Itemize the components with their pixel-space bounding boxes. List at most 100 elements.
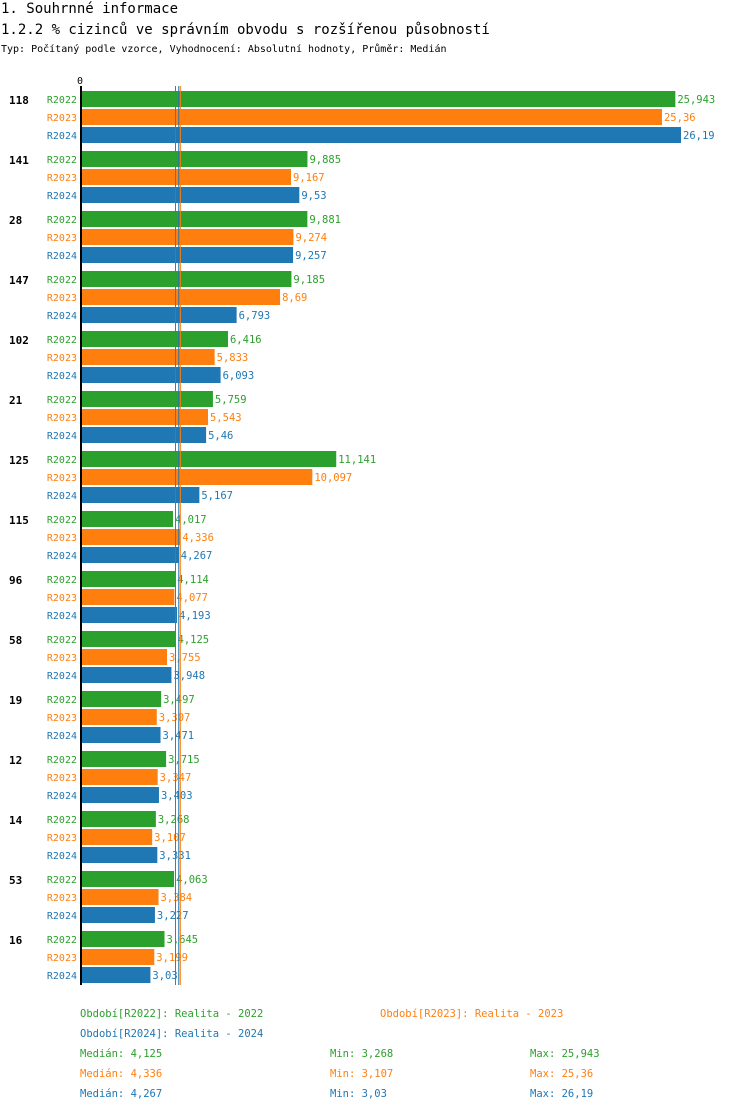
series-label: R2024 [47, 431, 77, 442]
series-label: R2024 [47, 731, 77, 742]
bar-chart: 0 118 R2022 25,943 R2023 25,36 R2024 26,19 141 R2… [9, 76, 715, 985]
bar [81, 511, 174, 527]
series-label: R2022 [47, 875, 77, 886]
series-label: R2023 [47, 353, 77, 364]
bar [81, 187, 300, 203]
series-label: R2024 [47, 311, 77, 322]
data-label: 3,268 [158, 814, 190, 826]
data-label: 9,167 [293, 172, 325, 184]
bar [81, 829, 153, 845]
data-label: 3,384 [161, 892, 193, 904]
bar [81, 151, 308, 167]
chart-title: 1.2.2 % cizinců ve správním obvodu s roz… [1, 22, 490, 38]
series-label: R2023 [47, 293, 77, 304]
category-label: 102 [9, 334, 29, 347]
series-label: R2023 [47, 953, 77, 964]
bar [81, 871, 175, 887]
series-label: R2022 [47, 215, 77, 226]
stat-median-r2022: Medián: 4,125 [80, 1048, 163, 1060]
category-label: 118 [9, 94, 29, 107]
category-label: 96 [9, 574, 23, 587]
bar [81, 451, 337, 467]
stat-max-r2023: Max: 25,36 [530, 1068, 594, 1080]
bar [81, 907, 155, 923]
bar [81, 589, 175, 605]
bar [81, 769, 158, 785]
bar [81, 691, 162, 707]
legend-r2024: Období[R2024]: Realita - 2024 [80, 1028, 264, 1040]
data-label: 5,167 [201, 490, 233, 502]
bar [81, 367, 221, 383]
data-label: 3,199 [156, 952, 188, 964]
series-label: R2022 [47, 455, 77, 466]
series-label: R2023 [47, 533, 77, 544]
series-label: R2024 [47, 491, 77, 502]
data-label: 3,03 [152, 970, 177, 982]
bar [81, 529, 181, 545]
data-label: 9,881 [309, 214, 341, 226]
series-label: R2022 [47, 395, 77, 406]
data-label: 5,759 [215, 394, 247, 406]
bar [81, 787, 159, 803]
bar [81, 247, 294, 263]
series-label: R2023 [47, 833, 77, 844]
data-label: 25,943 [677, 94, 715, 106]
data-label: 11,141 [338, 454, 376, 466]
series-label: R2024 [47, 551, 77, 562]
bar [81, 889, 159, 905]
series-label: R2022 [47, 155, 77, 166]
page-title: 1. Souhrnné informace [1, 1, 179, 17]
bar [81, 211, 308, 227]
data-label: 4,017 [175, 514, 207, 526]
bar [81, 487, 200, 503]
data-label: 3,948 [173, 670, 205, 682]
data-label: 4,114 [177, 574, 209, 586]
bar [81, 751, 167, 767]
series-label: R2024 [47, 851, 77, 862]
data-label: 3,645 [167, 934, 199, 946]
series-label: R2024 [47, 971, 77, 982]
series-label: R2022 [47, 815, 77, 826]
series-label: R2022 [47, 275, 77, 286]
data-label: 3,755 [169, 652, 201, 664]
data-label: 3,715 [168, 754, 200, 766]
data-label: 5,46 [208, 430, 233, 442]
series-label: R2023 [47, 653, 77, 664]
data-label: 4,267 [181, 550, 213, 562]
bar [81, 931, 165, 947]
data-label: 8,69 [282, 292, 307, 304]
series-label: R2022 [47, 515, 77, 526]
series-label: R2023 [47, 413, 77, 424]
series-label: R2023 [47, 713, 77, 724]
series-label: R2022 [47, 635, 77, 646]
bar [81, 607, 178, 623]
data-label: 6,093 [223, 370, 255, 382]
series-label: R2022 [47, 935, 77, 946]
series-label: R2023 [47, 893, 77, 904]
data-label: 26,19 [683, 130, 715, 142]
category-label: 125 [9, 454, 29, 467]
bar [81, 349, 215, 365]
stat-min-r2022: Min: 3,268 [330, 1048, 394, 1060]
category-label: 53 [9, 874, 22, 887]
bar [81, 667, 172, 683]
data-label: 5,833 [217, 352, 249, 364]
data-label: 9,53 [301, 190, 326, 202]
bar [81, 709, 157, 725]
category-label: 147 [9, 274, 29, 287]
bar [81, 109, 662, 125]
category-label: 28 [9, 214, 22, 227]
series-label: R2023 [47, 773, 77, 784]
series-label: R2022 [47, 755, 77, 766]
series-label: R2023 [47, 473, 77, 484]
data-label: 4,125 [178, 634, 210, 646]
stat-median-r2023: Medián: 4,336 [80, 1068, 163, 1080]
series-label: R2024 [47, 251, 77, 262]
data-label: 3,227 [157, 910, 189, 922]
stat-min-r2023: Min: 3,107 [330, 1068, 394, 1080]
data-label: 9,185 [293, 274, 325, 286]
series-label: R2024 [47, 671, 77, 682]
stat-max-r2022: Max: 25,943 [530, 1048, 600, 1060]
bar [81, 547, 179, 563]
category-label: 14 [9, 814, 23, 827]
